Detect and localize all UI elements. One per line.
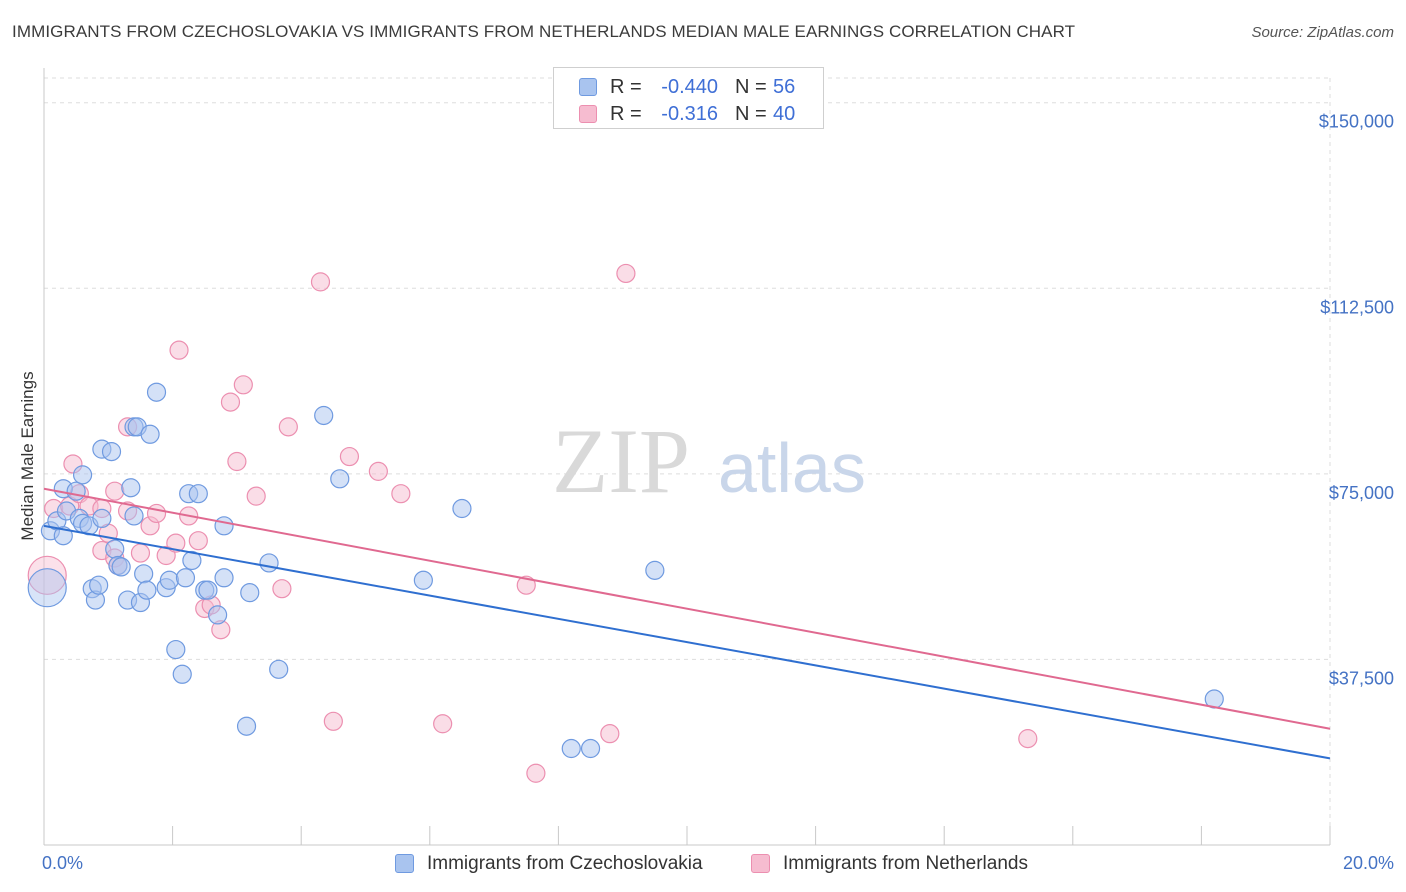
czechoslovakia-point [214, 568, 234, 588]
netherlands-point [433, 714, 453, 734]
czechoslovakia-point [121, 478, 141, 498]
r-value: -0.440 [661, 76, 718, 98]
czechoslovakia-point [240, 583, 260, 603]
netherlands-point [220, 392, 241, 412]
watermark-zip: ZIP [552, 410, 690, 512]
r-label: R = [610, 76, 642, 98]
r-value: -0.316 [661, 103, 718, 125]
netherlands-point [246, 486, 266, 506]
czechoslovakia-point [89, 575, 109, 595]
czechoslovakia-point [330, 469, 350, 489]
czechoslovakia-trend-line [43, 524, 1331, 760]
czechoslovakia-point [27, 568, 67, 608]
czechoslovakia-point [208, 605, 228, 625]
x-tick-label-min: 0.0% [42, 853, 83, 873]
netherlands-trend-line [43, 487, 1331, 730]
netherlands-point [166, 533, 186, 553]
czechoslovakia-point [236, 716, 257, 736]
netherlands-point [27, 555, 67, 595]
netherlands-point [1018, 729, 1038, 749]
netherlands-point [339, 446, 360, 467]
netherlands-point [169, 340, 189, 360]
czechoslovakia-point [172, 664, 192, 684]
czechoslovakia-point [452, 498, 472, 519]
czechoslovakia-point [105, 539, 125, 559]
y-tick-label: $150,000 [1319, 112, 1394, 132]
netherlands-point [105, 481, 125, 501]
netherlands-point [323, 711, 343, 731]
czechoslovakia-point [140, 424, 160, 444]
czechoslovakia-point [111, 557, 131, 577]
czechoslovakia-point [146, 382, 167, 402]
netherlands-point [600, 724, 620, 744]
pink-swatch [579, 105, 597, 123]
x-tick-label-max: 20.0% [1343, 853, 1394, 873]
czechoslovakia-point [166, 639, 186, 660]
czechoslovakia-point [259, 553, 279, 573]
n-label: N = [735, 103, 767, 125]
legend-row-netherlands: R = -0.316 N = 40 [554, 101, 823, 129]
czechoslovakia-point [137, 580, 157, 600]
czechoslovakia-point [134, 564, 154, 584]
y-tick-label: $37,500 [1329, 668, 1394, 688]
netherlands-point [146, 503, 167, 524]
series-legend: Immigrants from Czechoslovakia Immigrant… [0, 852, 1406, 878]
y-tick-labels: $37,500 $75,000 $112,500 $150,000 [1319, 112, 1394, 689]
czechoslovakia-point [159, 570, 179, 590]
netherlands-point [516, 575, 536, 595]
legend-row-czechoslovakia: R = -0.440 N = 56 [554, 74, 823, 102]
czechoslovakia-point [92, 508, 112, 529]
netherlands-point [391, 484, 411, 504]
netherlands-point [233, 375, 253, 395]
trend-lines [43, 487, 1331, 760]
czechoslovakia-point [198, 580, 218, 600]
n-label: N = [735, 76, 767, 98]
netherlands-point [616, 263, 636, 284]
n-value: 40 [773, 103, 796, 125]
y-axis-label: Median Male Earnings [18, 371, 37, 540]
series-netherlands-points [27, 263, 1038, 783]
r-label: R = [610, 103, 642, 125]
netherlands-point [310, 272, 331, 292]
czechoslovakia-point [214, 516, 234, 536]
pink-swatch [751, 854, 770, 873]
watermark-atlas: atlas [718, 429, 866, 507]
czechoslovakia-point [72, 465, 93, 485]
netherlands-point [368, 461, 388, 481]
n-value: 56 [773, 76, 796, 98]
czechoslovakia-point [269, 659, 289, 679]
legend-label: Immigrants from Czechoslovakia [427, 853, 703, 874]
axes [43, 68, 1331, 846]
czechoslovakia-point [66, 481, 86, 501]
czechoslovakia-point [182, 550, 202, 571]
y-tick-label: $112,500 [1320, 297, 1394, 317]
czechoslovakia-point [580, 738, 601, 759]
czechoslovakia-point [413, 570, 433, 590]
netherlands-point [130, 543, 151, 563]
netherlands-point [526, 763, 546, 783]
chart-title: IMMIGRANTS FROM CZECHOSLOVAKIA VS IMMIGR… [12, 22, 1076, 41]
correlation-legend: R = -0.440 N = 56 R = -0.316 N = 40 [553, 67, 824, 129]
source-label: Source: ZipAtlas.com [1251, 24, 1394, 41]
netherlands-point [278, 417, 298, 437]
netherlands-point [188, 531, 208, 551]
netherlands-point [227, 451, 247, 472]
czechoslovakia-point [124, 506, 144, 526]
czechoslovakia-point [314, 405, 334, 426]
netherlands-point [272, 579, 292, 599]
series-czechoslovakia-points [27, 382, 1224, 759]
y-tick-label: $75,000 [1329, 483, 1394, 503]
legend-label: Immigrants from Netherlands [783, 853, 1028, 874]
blue-swatch [395, 854, 414, 873]
czechoslovakia-point [645, 560, 665, 580]
czechoslovakia-point [561, 738, 581, 759]
czechoslovakia-point [101, 442, 122, 462]
czechoslovakia-point [53, 526, 73, 546]
blue-swatch [579, 78, 597, 96]
czechoslovakia-point [175, 568, 196, 588]
czechoslovakia-point [188, 484, 208, 504]
